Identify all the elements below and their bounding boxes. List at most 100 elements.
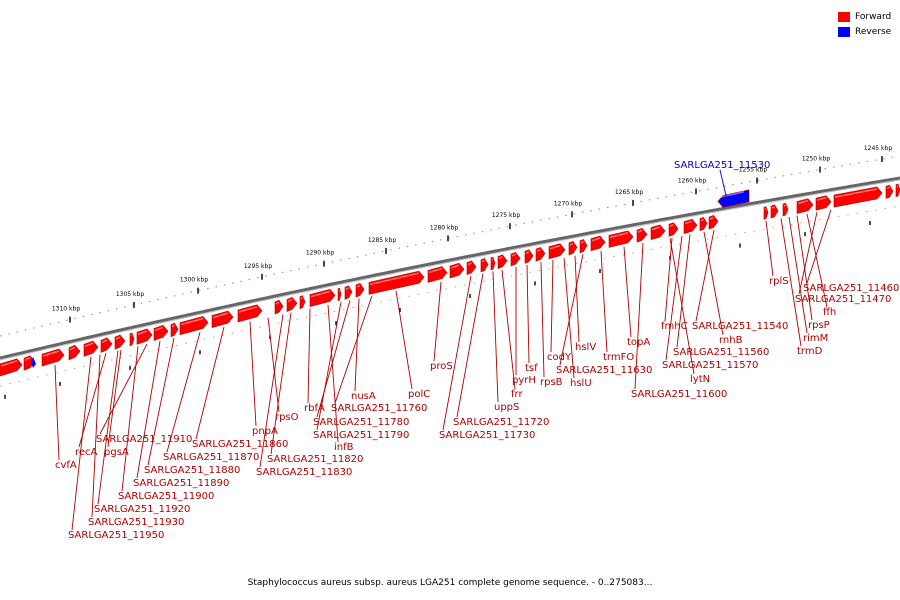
forward-gene-arrow	[100, 337, 113, 353]
forward-gene-label: SARLGA251_11870	[163, 452, 259, 463]
reverse-gene-arrow	[717, 189, 750, 208]
gene-highlight	[797, 199, 809, 205]
forward-gene-arrow	[179, 316, 209, 336]
scale-tick-label: 1255 kbp	[739, 167, 767, 174]
legend-reverse-label: Reverse	[855, 26, 892, 37]
gene-highlight	[338, 289, 341, 292]
leader-line	[334, 295, 373, 404]
forward-gene-arrow	[683, 218, 698, 235]
forward-gene-arrow	[129, 332, 135, 347]
forward-gene-label: codY	[547, 352, 572, 363]
leader-line	[316, 302, 342, 431]
leader-line	[600, 250, 608, 353]
gene-highlight	[700, 218, 704, 222]
forward-gene-label: frr	[511, 389, 523, 400]
gene-highlight	[481, 259, 485, 263]
forward-gene-arrow	[337, 287, 342, 302]
gene-highlight	[771, 206, 775, 209]
gene-highlight	[345, 287, 349, 290]
leader-line	[54, 365, 60, 461]
forward-gene-arrow	[579, 239, 588, 254]
forward-gene-label: rpsP	[808, 320, 830, 331]
forward-gene-arrow	[568, 241, 578, 256]
leader-line	[780, 218, 802, 347]
forward-gene-arrow	[136, 328, 153, 345]
leader-line	[550, 259, 554, 353]
forward-gene-label: SARLGA251_11730	[439, 430, 535, 441]
gene-highlight	[24, 357, 31, 361]
reverse-gene-label: SARLGA251_11530	[674, 160, 770, 171]
leader-line	[433, 281, 442, 362]
leader-line	[267, 317, 280, 413]
map-caption: Staphylococcus aureus subsp. aureus LGA2…	[247, 578, 653, 588]
scale-tick-label: 1265 kbp	[615, 189, 643, 196]
forward-gene-arrow	[636, 227, 648, 243]
forward-gene-label: SARLGA251_11820	[267, 454, 363, 465]
gene-highlight	[428, 267, 443, 274]
forward-gene-label: lytN	[690, 374, 710, 385]
gene-highlight	[651, 226, 661, 231]
forward-gene-arrow	[770, 204, 779, 219]
gene-highlight	[0, 360, 18, 367]
forward-gene-label: recA	[75, 447, 98, 458]
leader-line	[559, 254, 584, 366]
leader-line	[669, 238, 695, 375]
forward-gene-label: SARLGA251_11630	[556, 365, 652, 376]
forward-gene-arrow	[833, 186, 883, 208]
leader-line	[526, 264, 530, 364]
forward-gene-arrow	[211, 310, 234, 328]
leader-line	[665, 235, 683, 361]
gene-highlight	[896, 185, 899, 188]
forward-gene-arrow	[466, 260, 477, 276]
forward-gene-label: SARLGA251_11890	[133, 478, 229, 489]
legend-forward: Forward	[838, 9, 891, 24]
scale-dotted-line	[0, 155, 900, 337]
forward-gene-label: SARLGA251_11790	[313, 430, 409, 441]
gene-highlight	[154, 326, 164, 332]
forward-gene-arrow	[650, 224, 666, 240]
forward-gene-arrow	[590, 235, 606, 252]
gene-highlight	[42, 350, 60, 357]
gene-highlight	[511, 253, 516, 257]
scale-tick-label: 1285 kbp	[368, 237, 396, 244]
forward-gene-label: rbfA	[304, 403, 325, 414]
forward-gene-label: SARLGA251_11930	[88, 517, 184, 528]
leader-line	[195, 326, 225, 440]
leader-line	[806, 209, 832, 284]
leader-line	[796, 215, 813, 321]
gene-highlight	[130, 334, 133, 337]
forward-gene-label: SARLGA251_11830	[256, 467, 352, 478]
gene-highlight	[591, 237, 601, 242]
leader-line	[249, 321, 257, 427]
forward-gene-arrow	[344, 285, 353, 300]
leader-line	[574, 255, 580, 343]
legend-reverse: Reverse	[838, 24, 891, 39]
forward-gene-arrow	[699, 217, 708, 232]
forward-gene-label: pyrH	[512, 375, 536, 386]
scale-tick-label: 1290 kbp	[306, 250, 334, 257]
reverse-gene-marker	[31, 357, 36, 368]
forward-swatch	[838, 11, 850, 22]
leader-line	[563, 257, 575, 379]
scale-tick-label: 1300 kbp	[180, 277, 208, 284]
gene-highlight	[180, 317, 204, 326]
forward-gene-label: cvfA	[55, 460, 77, 471]
leader-line	[259, 314, 284, 468]
gene-highlight	[684, 220, 693, 225]
gene-highlight	[275, 301, 280, 305]
forward-gene-arrow	[510, 251, 521, 267]
forward-gene-label: tsf	[525, 363, 538, 374]
forward-gene-label: SARLGA251_11470	[795, 294, 891, 305]
forward-gene-arrow	[782, 202, 789, 217]
gene-highlight	[238, 306, 258, 313]
forward-gene-arrow	[427, 266, 448, 283]
forward-gene-label: ffh	[823, 307, 836, 318]
forward-gene-label: hslU	[570, 378, 592, 389]
leader-line	[147, 337, 175, 466]
forward-gene-arrow	[299, 295, 306, 310]
forward-gene-arrow	[114, 334, 126, 350]
forward-gene-arrow	[368, 270, 425, 295]
leader-line	[91, 354, 101, 518]
forward-gene-arrow	[286, 297, 298, 312]
leader-line	[501, 269, 516, 390]
